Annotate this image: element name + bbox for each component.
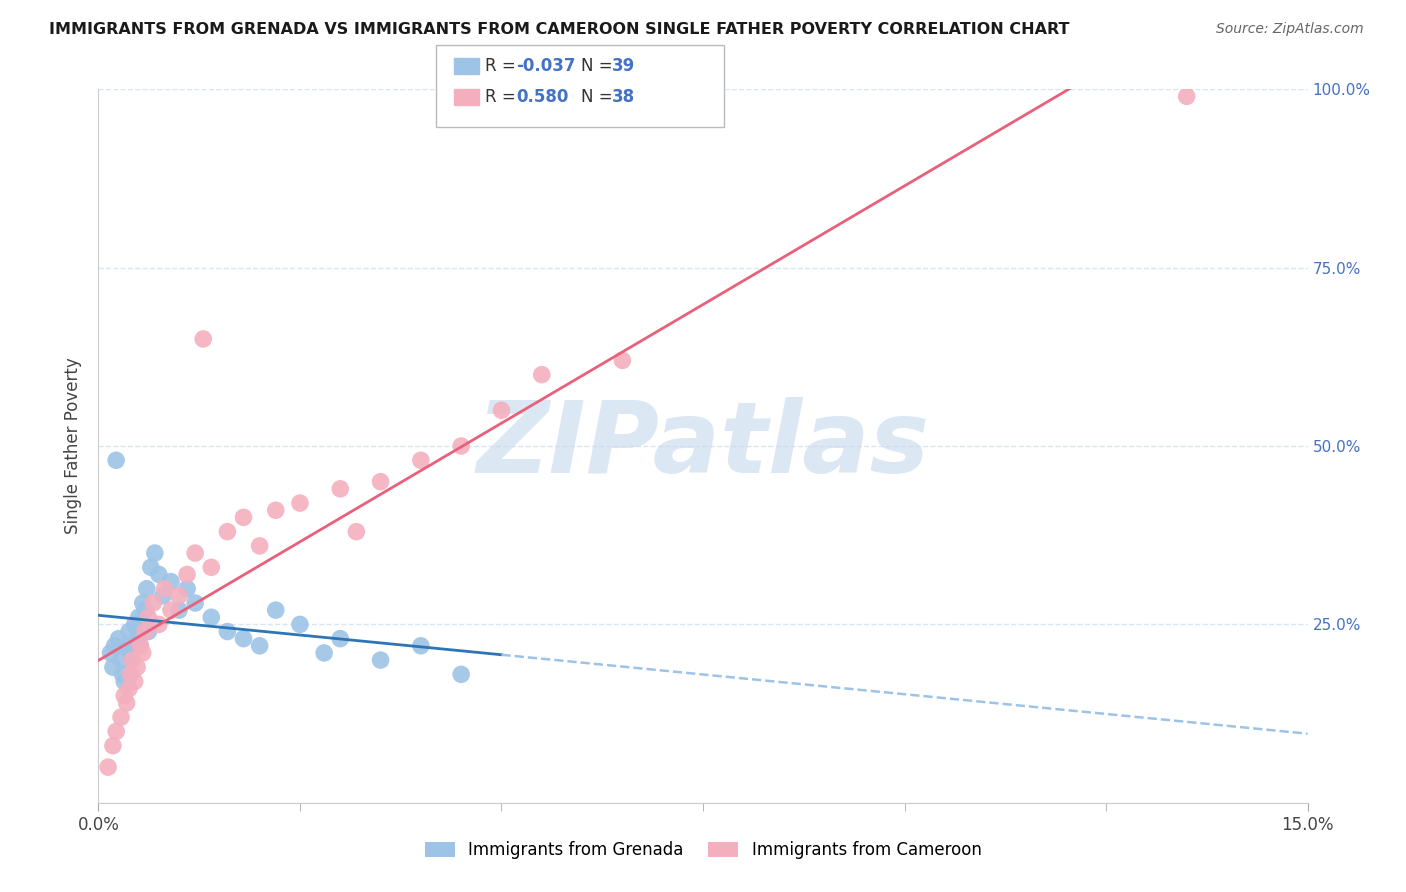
Point [121,653,143,667]
Point [115,696,138,710]
Point [120,667,142,681]
Point [107,632,129,646]
Point [184,546,207,560]
Text: N =: N = [581,88,617,106]
Point [264,603,287,617]
Y-axis label: Single Father Poverty: Single Father Poverty [65,358,83,534]
Point [121,653,143,667]
Point [530,368,553,382]
Text: R =: R = [485,57,522,75]
Point [200,560,222,574]
Text: ZIPatlas: ZIPatlas [477,398,929,494]
Point [129,639,152,653]
Point [450,439,472,453]
Point [314,646,336,660]
Text: 0.580: 0.580 [516,88,568,106]
Point [120,646,142,660]
Point [249,539,271,553]
Point [217,624,239,639]
Point [101,660,124,674]
Point [139,560,162,574]
Point [264,503,287,517]
Point [118,681,141,696]
Point [200,610,222,624]
Point [115,639,138,653]
Point [409,639,432,653]
Point [128,610,150,624]
Point [129,639,152,653]
Point [329,482,352,496]
Point [217,524,239,539]
Point [176,567,198,582]
Point [450,667,472,681]
Point [111,667,134,681]
Point [134,603,156,617]
Point [176,582,198,596]
Point [135,582,157,596]
Point [1175,89,1198,103]
Point [184,596,207,610]
Point [160,603,183,617]
Text: -0.037: -0.037 [516,57,575,75]
Point [134,624,156,639]
Point [370,653,392,667]
Point [112,674,135,689]
Point [138,610,160,624]
Point [118,624,141,639]
Point [409,453,432,467]
Point [288,617,311,632]
Point [100,646,122,660]
Point [127,660,149,674]
Point [167,603,190,617]
Point [249,639,271,653]
Text: IMMIGRANTS FROM GRENADA VS IMMIGRANTS FROM CAMEROON SINGLE FATHER POVERTY CORREL: IMMIGRANTS FROM GRENADA VS IMMIGRANTS FR… [49,22,1070,37]
Point [97,760,120,774]
Text: Source: ZipAtlas.com: Source: ZipAtlas.com [1216,22,1364,37]
Point [132,596,155,610]
Point [132,646,155,660]
Point [138,624,160,639]
Point [142,596,165,610]
Legend: Immigrants from Grenada, Immigrants from Cameroon: Immigrants from Grenada, Immigrants from… [418,835,988,866]
Point [153,582,176,596]
Point [329,632,352,646]
Point [370,475,392,489]
Point [143,546,166,560]
Point [101,739,124,753]
Point [148,567,170,582]
Point [105,453,128,467]
Point [344,524,367,539]
Point [110,653,132,667]
Point [193,332,215,346]
Point [105,724,128,739]
Point [124,674,146,689]
Point [232,632,254,646]
Point [124,617,146,632]
Point [160,574,183,589]
Point [167,589,190,603]
Text: 38: 38 [612,88,634,106]
Point [232,510,254,524]
Point [288,496,311,510]
Text: N =: N = [581,57,617,75]
Point [148,617,170,632]
Text: 39: 39 [612,57,636,75]
Point [112,689,135,703]
Point [152,589,174,603]
Point [491,403,513,417]
Point [612,353,634,368]
Point [127,632,149,646]
Point [103,639,125,653]
Text: R =: R = [485,88,522,106]
Point [110,710,132,724]
